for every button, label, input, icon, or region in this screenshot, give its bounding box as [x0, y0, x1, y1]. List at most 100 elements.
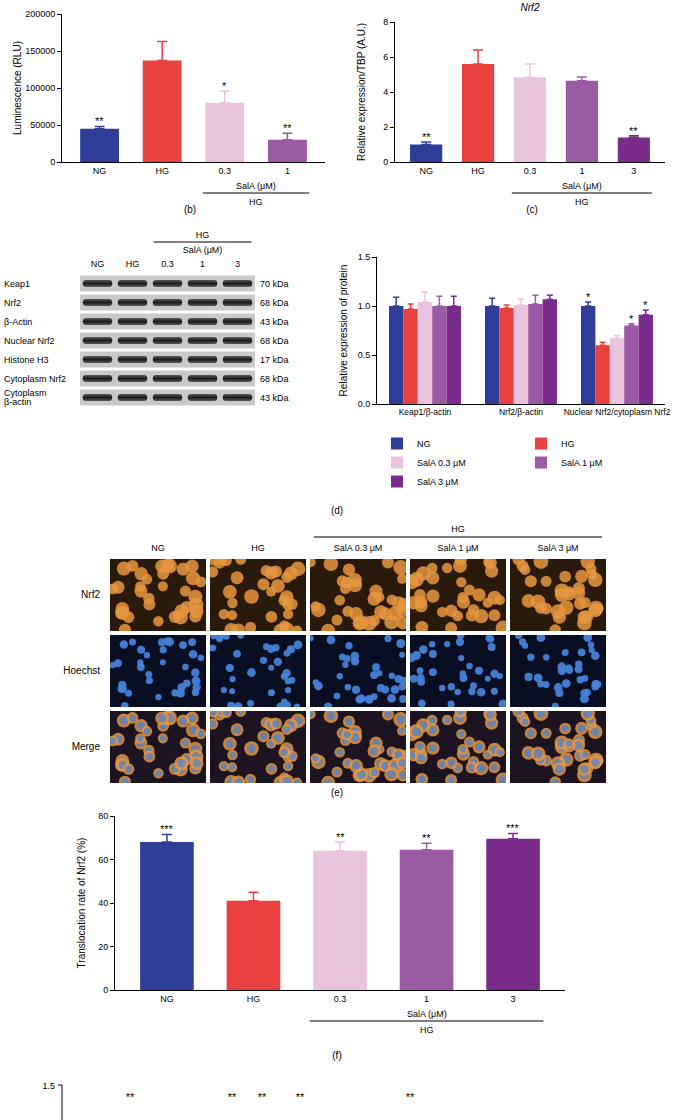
svg-text:Nuclear Nrf2: Nuclear Nrf2: [4, 336, 55, 346]
svg-text:SalA 1 μM: SalA 1 μM: [437, 543, 478, 553]
svg-text:Luminescence (RLU): Luminescence (RLU): [12, 41, 23, 135]
svg-text:*: *: [629, 313, 634, 325]
svg-text:2: 2: [383, 122, 388, 132]
svg-text:**: **: [126, 1091, 135, 1103]
svg-text:HG: HG: [451, 524, 465, 534]
svg-text:Nuclear Nrf2/cytoplasm Nrf2: Nuclear Nrf2/cytoplasm Nrf2: [564, 407, 671, 417]
svg-text:3: 3: [511, 994, 516, 1004]
svg-text:**: **: [629, 125, 638, 137]
svg-text:0.3: 0.3: [334, 994, 347, 1004]
svg-text:HG: HG: [420, 1025, 434, 1035]
svg-text:SalA 3 μM: SalA 3 μM: [417, 477, 458, 487]
svg-text:Cytoplasm Nrf2: Cytoplasm Nrf2: [4, 374, 66, 384]
svg-text:8: 8: [383, 17, 388, 27]
svg-text:80: 80: [98, 811, 108, 821]
svg-text:***: ***: [506, 822, 520, 834]
svg-text:3: 3: [631, 166, 636, 176]
svg-text:200000: 200000: [25, 9, 55, 19]
svg-text:0: 0: [50, 157, 55, 167]
svg-text:1.0: 1.0: [358, 301, 371, 311]
svg-text:SalA 0.3 μM: SalA 0.3 μM: [334, 543, 383, 553]
svg-text:HG: HG: [249, 197, 263, 207]
svg-text:1.5: 1.5: [42, 1081, 55, 1091]
svg-text:SalA (μM): SalA (μM): [562, 181, 602, 191]
svg-text:43 kDa: 43 kDa: [260, 393, 289, 403]
svg-text:**: **: [422, 131, 431, 143]
svg-text:Hoechst: Hoechst: [63, 665, 100, 676]
svg-text:HG: HG: [155, 166, 169, 176]
svg-text:40: 40: [98, 898, 108, 908]
svg-text:20: 20: [98, 942, 108, 952]
svg-text:100000: 100000: [25, 83, 55, 93]
svg-text:*: *: [586, 291, 591, 303]
svg-text:HG: HG: [561, 439, 575, 449]
svg-text:SalA (μM): SalA (μM): [407, 1009, 447, 1019]
svg-text:1: 1: [424, 994, 429, 1004]
svg-text:0.3: 0.3: [524, 166, 537, 176]
svg-text:HG: HG: [126, 259, 140, 269]
svg-text:NG: NG: [93, 166, 107, 176]
svg-text:**: **: [95, 115, 104, 127]
svg-text:1.5: 1.5: [358, 252, 371, 262]
svg-text:50000: 50000: [30, 120, 55, 130]
svg-text:HG: HG: [196, 230, 210, 240]
svg-text:Nrf2: Nrf2: [81, 589, 100, 600]
svg-text:β-actin: β-actin: [4, 397, 31, 407]
svg-text:150000: 150000: [25, 46, 55, 56]
svg-text:0.3: 0.3: [219, 166, 232, 176]
svg-text:6: 6: [383, 52, 388, 62]
svg-text:**: **: [406, 1091, 415, 1103]
svg-text:SalA 3 μM: SalA 3 μM: [537, 543, 578, 553]
svg-text:70 kDa: 70 kDa: [260, 279, 289, 289]
svg-text:**: **: [258, 1091, 267, 1103]
svg-text:Nrf2/β-actin: Nrf2/β-actin: [499, 407, 543, 417]
svg-text:60: 60: [98, 855, 108, 865]
svg-text:SalA (μM): SalA (μM): [183, 245, 223, 255]
svg-text:SalA (μM): SalA (μM): [236, 181, 276, 191]
svg-text:0: 0: [103, 985, 108, 995]
svg-text:**: **: [296, 1091, 305, 1103]
svg-text:HG: HG: [251, 543, 265, 553]
svg-text:Nrf2: Nrf2: [521, 2, 540, 13]
svg-text:Merge: Merge: [72, 741, 101, 752]
svg-text:SalA 0.3 μM: SalA 0.3 μM: [417, 458, 466, 468]
svg-text:1: 1: [200, 259, 205, 269]
svg-text:**: **: [228, 1091, 237, 1103]
svg-text:0.3: 0.3: [161, 259, 174, 269]
svg-text:Relative expression/TBP (A.U.): Relative expression/TBP (A.U.): [356, 23, 367, 161]
svg-text:1: 1: [579, 166, 584, 176]
svg-text:**: **: [283, 122, 292, 134]
svg-text:43 kDa: 43 kDa: [260, 317, 289, 327]
svg-text:*: *: [222, 80, 227, 92]
svg-text:**: **: [336, 831, 345, 843]
svg-text:Nrf2: Nrf2: [4, 298, 21, 308]
svg-text:1: 1: [285, 166, 290, 176]
svg-text:0.5: 0.5: [358, 350, 371, 360]
svg-text:NG: NG: [160, 994, 174, 1004]
svg-text:Keap1/β-actin: Keap1/β-actin: [399, 407, 452, 417]
svg-text:68 kDa: 68 kDa: [260, 336, 289, 346]
svg-text:Keap1: Keap1: [4, 279, 30, 289]
svg-text:Histone H3: Histone H3: [4, 355, 49, 365]
svg-text:Translocation rate of Nrf2 (%): Translocation rate of Nrf2 (%): [76, 838, 87, 969]
svg-text:HG: HG: [575, 197, 589, 207]
svg-text:HG: HG: [247, 994, 261, 1004]
svg-text:3: 3: [235, 259, 240, 269]
svg-text:**: **: [422, 832, 431, 844]
svg-text:4: 4: [383, 87, 388, 97]
svg-text:NG: NG: [417, 439, 431, 449]
svg-text:NG: NG: [419, 166, 433, 176]
svg-text:NG: NG: [91, 259, 105, 269]
svg-text:β-Actin: β-Actin: [4, 317, 32, 327]
svg-text:SalA 1 μM: SalA 1 μM: [561, 458, 602, 468]
svg-text:*: *: [643, 299, 648, 311]
svg-text:0: 0: [383, 157, 388, 167]
svg-text:17 kDa: 17 kDa: [260, 355, 289, 365]
svg-text:***: ***: [160, 823, 174, 835]
svg-text:68 kDa: 68 kDa: [260, 298, 289, 308]
svg-text:HG: HG: [471, 166, 485, 176]
svg-text:0.0: 0.0: [358, 399, 371, 409]
svg-text:68 kDa: 68 kDa: [260, 374, 289, 384]
svg-text:Relative expression of protein: Relative expression of protein: [338, 265, 349, 397]
svg-text:NG: NG: [151, 543, 165, 553]
